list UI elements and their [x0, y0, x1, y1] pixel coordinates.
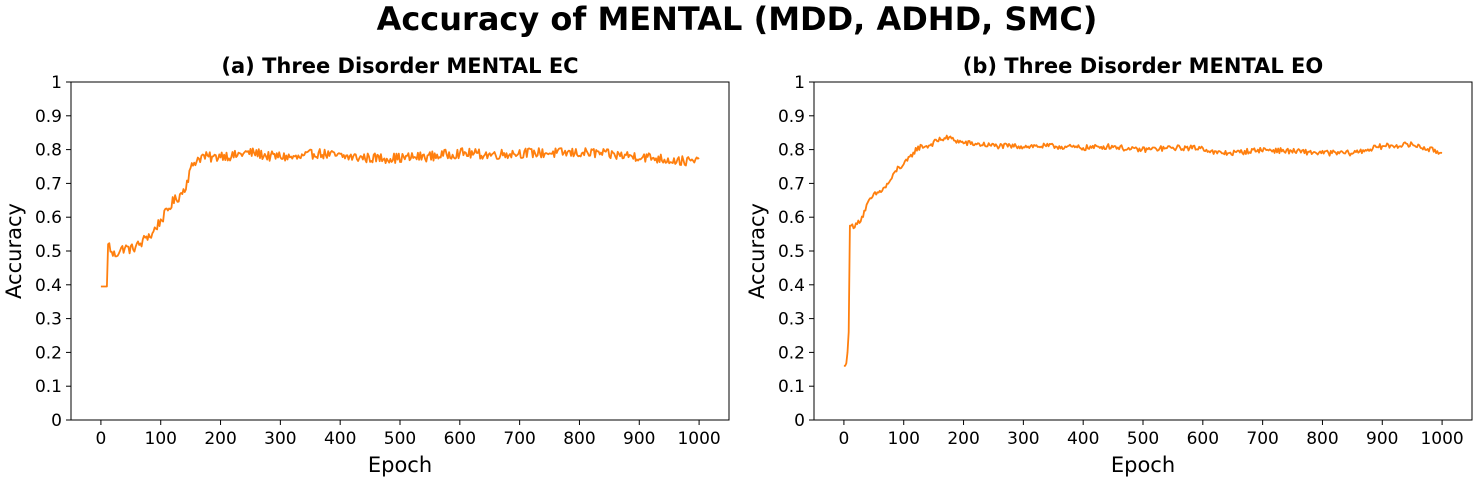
y-tick-label: 0.2	[35, 343, 62, 363]
x-tick-label: 900	[1366, 429, 1398, 449]
y-tick-label: 0.4	[778, 276, 805, 296]
x-tick-label: 700	[1246, 429, 1278, 449]
x-tick-label: 0	[838, 429, 849, 449]
y-tick-label: 0	[51, 411, 62, 431]
y-tick-label: 0.6	[35, 208, 62, 228]
x-axis-label: Epoch	[1111, 453, 1175, 477]
y-tick-label: 0.9	[778, 107, 805, 127]
y-tick-label: 0.5	[35, 242, 62, 262]
chart-title: (a) Three Disorder MENTAL EC	[221, 54, 578, 78]
y-tick-label: 0.2	[778, 343, 805, 363]
y-tick-label: 0.9	[35, 107, 62, 127]
x-tick-label: 1000	[1420, 429, 1463, 449]
x-tick-label: 400	[1067, 429, 1099, 449]
y-tick-label: 0.7	[35, 174, 62, 194]
chart-panel-b: (b) Three Disorder MENTAL EO Epoch Accurac…	[745, 54, 1473, 477]
y-axis-label: Accuracy	[745, 203, 769, 299]
y-tick-label: 0.6	[778, 208, 805, 228]
y-tick-label: 0.3	[778, 310, 805, 330]
y-tick-label: 1	[51, 73, 62, 93]
y-tick-label: 0.8	[778, 141, 805, 161]
x-axis-label: Epoch	[368, 453, 432, 477]
x-tick-label: 100	[145, 429, 177, 449]
x-tick-label: 300	[1007, 429, 1039, 449]
y-tick-label: 1	[794, 73, 805, 93]
x-tick-label: 500	[384, 429, 416, 449]
x-tick-label: 800	[563, 429, 595, 449]
y-tick-label: 0.8	[35, 141, 62, 161]
x-tick-label: 200	[947, 429, 979, 449]
x-tick-label: 600	[1187, 429, 1219, 449]
x-tick-label: 0	[95, 429, 106, 449]
y-tick-label: 0.3	[35, 310, 62, 330]
series-line	[100, 147, 700, 288]
y-tick-label: 0.5	[778, 242, 805, 262]
figure-suptitle: Accuracy of MENTAL (MDD, ADHD, SMC)	[377, 0, 1098, 38]
x-tick-label: 100	[888, 429, 920, 449]
plot-frame	[70, 81, 730, 421]
y-tick-label: 0.4	[35, 276, 62, 296]
y-tick-label: 0	[794, 411, 805, 431]
series-line	[843, 134, 1443, 367]
y-tick-label: 0.1	[35, 377, 62, 397]
x-tick-label: 700	[503, 429, 535, 449]
y-axis-label: Accuracy	[2, 203, 26, 299]
chart-panel-a: (a) Three Disorder MENTAL EC Epoch Accurac…	[2, 54, 730, 477]
x-tick-label: 500	[1127, 429, 1159, 449]
plot-frame	[813, 81, 1473, 421]
x-tick-label: 400	[324, 429, 356, 449]
x-tick-label: 300	[264, 429, 296, 449]
x-tick-label: 200	[204, 429, 236, 449]
y-tick-label: 0.1	[778, 377, 805, 397]
chart-title: (b) Three Disorder MENTAL EO	[963, 54, 1323, 78]
x-tick-label: 1000	[677, 429, 720, 449]
y-tick-label: 0.7	[778, 174, 805, 194]
x-tick-label: 900	[623, 429, 655, 449]
x-tick-label: 800	[1306, 429, 1338, 449]
x-tick-label: 600	[444, 429, 476, 449]
